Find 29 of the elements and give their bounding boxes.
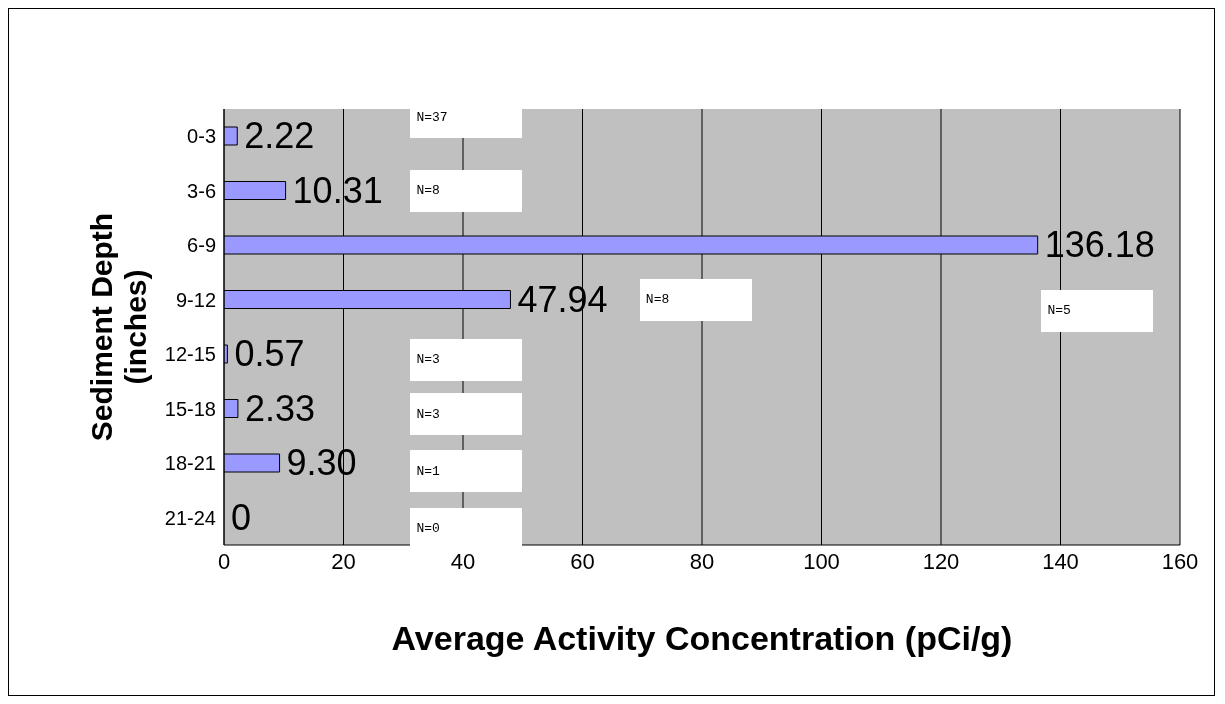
y-tick-label: 21-24	[164, 506, 216, 529]
x-tick-label: 0	[217, 548, 231, 574]
note-box: N=5	[1041, 289, 1154, 332]
x-tick-label: 40	[450, 548, 476, 574]
y-tick-label: 12-15	[164, 343, 216, 366]
y-axis-title: Sediment Depth (inches)	[85, 212, 152, 442]
data-label: 2.22	[244, 114, 315, 159]
x-tick-label: 120	[922, 548, 960, 574]
y-tick-label: 15-18	[164, 397, 216, 420]
x-tick-label: 160	[1161, 548, 1199, 574]
x-tick-label: 140	[1042, 548, 1079, 574]
data-label: 2.33	[244, 386, 315, 431]
y-tick-label: 18-21	[164, 452, 216, 475]
note-box: N=8	[410, 169, 523, 212]
x-tick-label: 20	[331, 548, 356, 574]
note-box: N=8	[639, 278, 752, 321]
y-tick-label: 0-3	[187, 125, 216, 148]
y-tick-label: 3-6	[187, 179, 216, 202]
data-label: 0	[231, 495, 252, 540]
x-axis-title: Average Activity Concentration (pCi/g)	[391, 619, 1013, 657]
data-label: 0.57	[234, 332, 305, 377]
x-tick-label: 100	[803, 548, 840, 574]
note-box: N=1	[410, 450, 523, 493]
y-tick-label: 9-12	[175, 288, 216, 311]
x-tick-label: 60	[570, 548, 595, 574]
y-tick-label: 6-9	[187, 234, 216, 257]
note-box: N=3	[410, 393, 523, 436]
x-tick-label: 80	[689, 548, 715, 574]
note-box: N=3	[410, 338, 523, 381]
